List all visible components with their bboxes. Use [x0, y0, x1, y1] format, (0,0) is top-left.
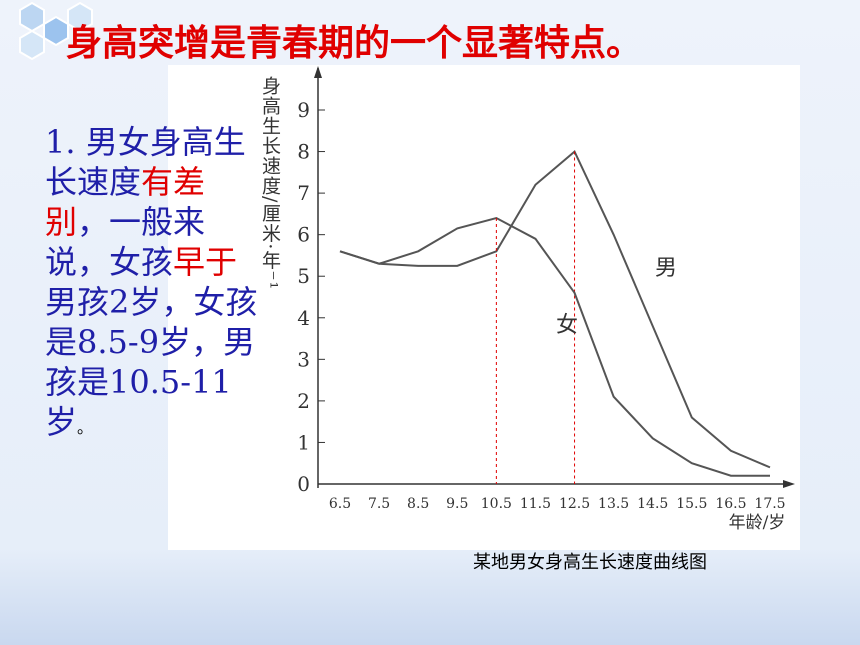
y-axis-label: 身高生长速度/厘米·年⁻¹: [259, 76, 281, 290]
decoration: [19, 1, 93, 61]
y-tick-label: 4: [297, 306, 310, 330]
series-label: 男: [655, 256, 677, 281]
y-tick-label: 5: [297, 264, 310, 288]
y-tick-label: 2: [297, 389, 310, 413]
description: 1. 男女身高生长速度有差别，一般来说，女孩早于男孩2岁，女孩是8.5-9岁，男…: [45, 122, 263, 448]
y-tick-label: 3: [297, 347, 310, 371]
x-tick-label: 11.5: [520, 496, 551, 512]
slide-title: 身高突增是青春期的一个显著特点。: [66, 22, 643, 64]
x-tick-label: 9.5: [446, 496, 468, 512]
series-line: [339, 149, 771, 469]
text-run: 有差别: [45, 163, 206, 241]
x-tick-label: 17.5: [754, 496, 785, 512]
text-run: 1. 男女身高生长速度: [45, 123, 246, 201]
y-tick-label: 8: [297, 140, 310, 164]
x-tick-label: 16.5: [715, 496, 746, 512]
y-tick-label: 0: [297, 472, 310, 496]
x-tick-label: 8.5: [407, 496, 429, 512]
x-axis-label: 年龄/岁: [729, 513, 786, 533]
x-tick-label: 12.5: [559, 496, 590, 512]
x-tick-label: 7.5: [368, 496, 390, 512]
text-run: 男孩2岁，女孩是8.5-9岁，男孩是10.5-11岁: [45, 283, 258, 441]
text-run: 。: [77, 418, 94, 437]
caption: 某地男女身高生长速度曲线图: [473, 552, 707, 573]
x-tick-label: 6.5: [329, 496, 351, 512]
x-tick-label: 10.5: [481, 496, 512, 512]
series-line: [339, 216, 770, 477]
chart-area: [168, 65, 800, 550]
text-run: 早于: [173, 243, 238, 281]
x-tick-label: 15.5: [676, 496, 707, 512]
y-tick-label: 9: [297, 98, 310, 122]
x-tick-label: 13.5: [598, 496, 629, 512]
y-tick-label: 1: [297, 430, 310, 454]
y-axis-arrow: [314, 66, 322, 78]
x-tick-label: 14.5: [637, 496, 668, 512]
y-tick-label: 7: [297, 181, 310, 205]
text-run: ，一般来说，女孩: [45, 203, 206, 281]
y-tick-label: 6: [297, 223, 310, 247]
series-label: 女: [556, 313, 578, 338]
x-axis-arrow: [783, 480, 795, 488]
